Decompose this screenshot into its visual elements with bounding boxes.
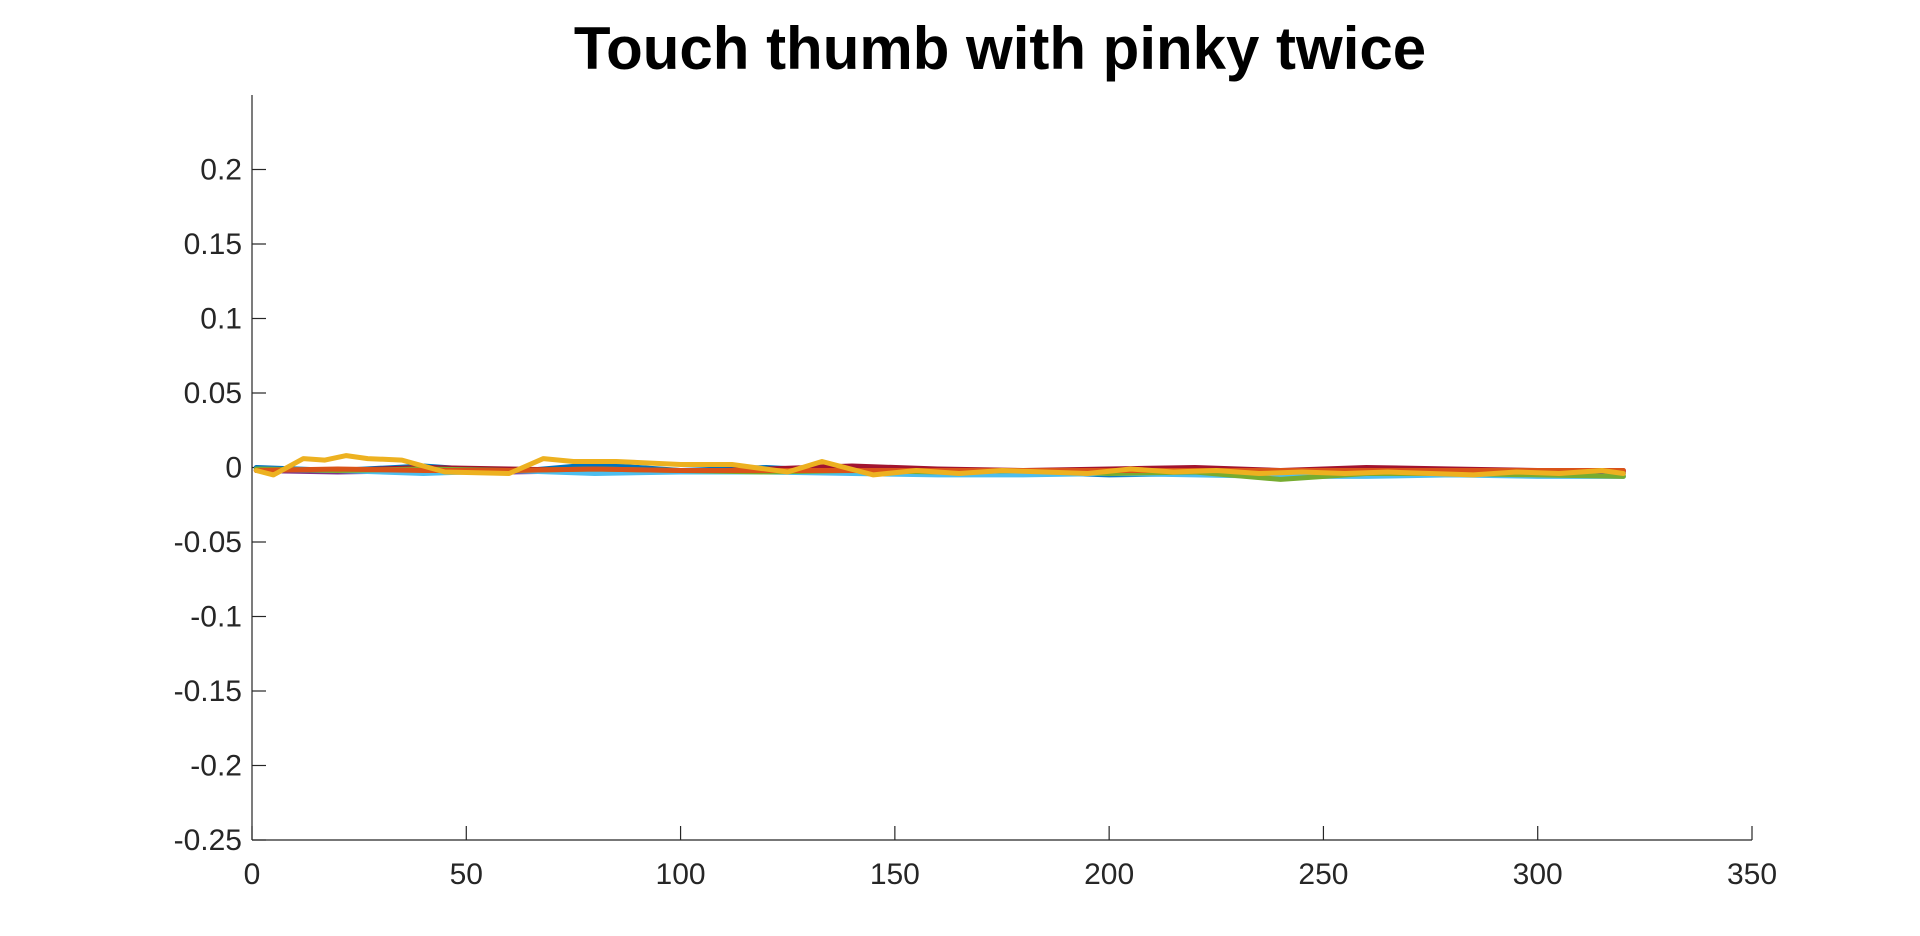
x-tick-label: 200 [1084,858,1134,891]
x-tick-label: 0 [244,858,261,891]
x-tick-label: 300 [1513,858,1563,891]
y-tick-label: -0.05 [174,526,242,559]
x-tick-label: 150 [870,858,920,891]
series-line-7 [253,453,1626,478]
x-tick-label: 100 [656,858,706,891]
y-tick-label: -0.2 [190,750,242,783]
x-tick-label: 350 [1727,858,1777,891]
chart-title: Touch thumb with pinky twice [574,15,1426,82]
x-tick-label: 50 [450,858,483,891]
plot-area: 0 50 100 150 200 250 300 350 -0.25 -0.2 -0.15 -0.1 -… [174,95,1777,891]
y-tick-label: -0.15 [174,675,242,708]
y-tick-label: 0.05 [184,377,242,410]
x-tick-label: 250 [1298,858,1348,891]
y-tick-label: -0.25 [174,824,242,857]
y-tick-label: 0.15 [184,228,242,261]
y-tick-label: 0 [225,452,242,485]
y-tick-label: 0.1 [200,303,242,336]
y-tick-label: -0.1 [190,601,242,634]
y-tick-label: 0.2 [200,154,242,187]
